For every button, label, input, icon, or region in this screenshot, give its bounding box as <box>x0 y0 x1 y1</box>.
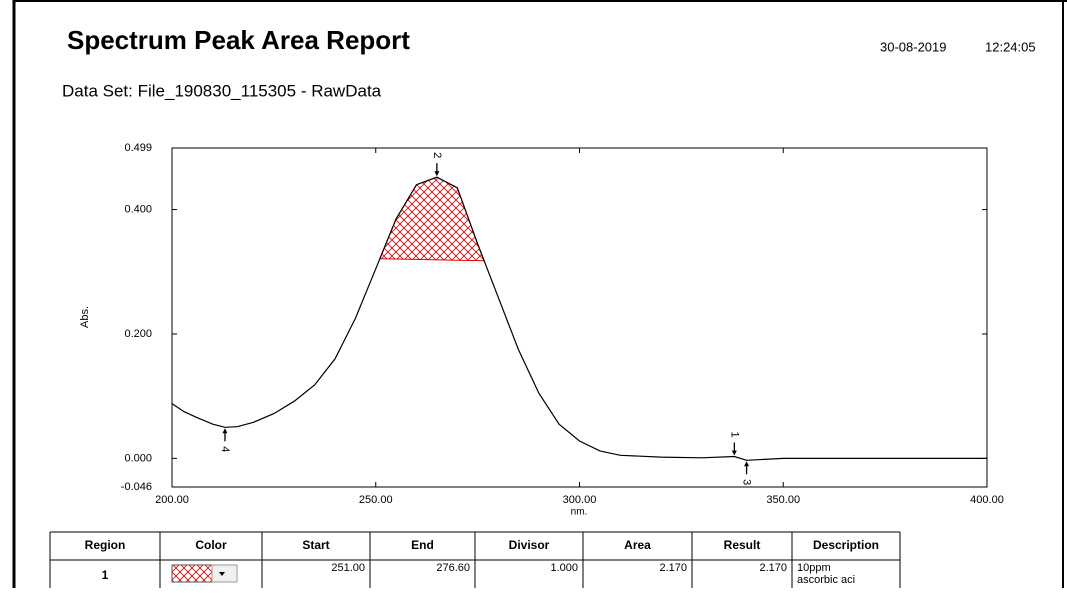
table-cell: 10ppm ascorbic aci <box>797 562 855 586</box>
peak-arrowhead <box>731 450 737 456</box>
table-header: Area <box>624 538 651 552</box>
time: 12:24:05 <box>985 39 1036 54</box>
table-cell: 2.170 <box>759 562 787 574</box>
y-tick-label: -0.046 <box>121 481 152 493</box>
table-cell: 251.00 <box>331 562 365 574</box>
peak-arrowhead <box>222 428 228 434</box>
peak-label: 2 <box>431 152 443 158</box>
table-cell: 1.000 <box>550 562 578 574</box>
table-cell: 276.60 <box>436 562 470 574</box>
cell-line: ascorbic aci <box>797 574 855 586</box>
table-cell: 1 <box>102 568 109 582</box>
table-header: Color <box>195 538 227 552</box>
table: Region Color Start End Divisor Area Result Desc… <box>49 531 901 588</box>
x-tick-label: 200.00 <box>155 494 189 506</box>
table-header: Result <box>724 538 761 552</box>
table-header: Region <box>85 538 126 552</box>
dropdown-arrow <box>219 572 225 576</box>
title: Spectrum Peak Area Report <box>67 25 410 55</box>
table-header: End <box>411 538 434 552</box>
date: 30-08-2019 <box>880 39 947 54</box>
y-tick-label: 0.000 <box>124 452 152 464</box>
peak-arrowhead <box>434 171 440 177</box>
spectrum-line <box>171 176 987 461</box>
x-tick-label: 400.00 <box>970 494 1004 506</box>
table-header: Start <box>302 538 329 552</box>
y-axis-label: Abs. <box>79 306 91 328</box>
peak-label: 1 <box>728 431 740 437</box>
y-tick-label: 0.200 <box>124 328 152 340</box>
x-axis-label: nm. <box>571 507 588 518</box>
table-header: Divisor <box>509 538 550 552</box>
table-header: Description <box>813 538 879 552</box>
color-dropdown <box>211 564 238 583</box>
peak-label: 4 <box>219 446 231 452</box>
y-tick-label: 0.400 <box>124 203 152 215</box>
x-tick-label: 300.00 <box>563 494 597 506</box>
table-cell: 2.170 <box>659 562 687 574</box>
cell-line: 10ppm <box>797 562 831 574</box>
dataset: Data Set: File_190830_115305 - RawData <box>62 81 382 100</box>
x-tick-label: 250.00 <box>359 494 393 506</box>
color-swatch <box>171 564 213 583</box>
y-tick-label: 0.499 <box>124 142 152 154</box>
peak-arrowhead <box>744 461 750 467</box>
peak-label: 3 <box>741 479 753 485</box>
x-tick-label: 350.00 <box>766 494 800 506</box>
